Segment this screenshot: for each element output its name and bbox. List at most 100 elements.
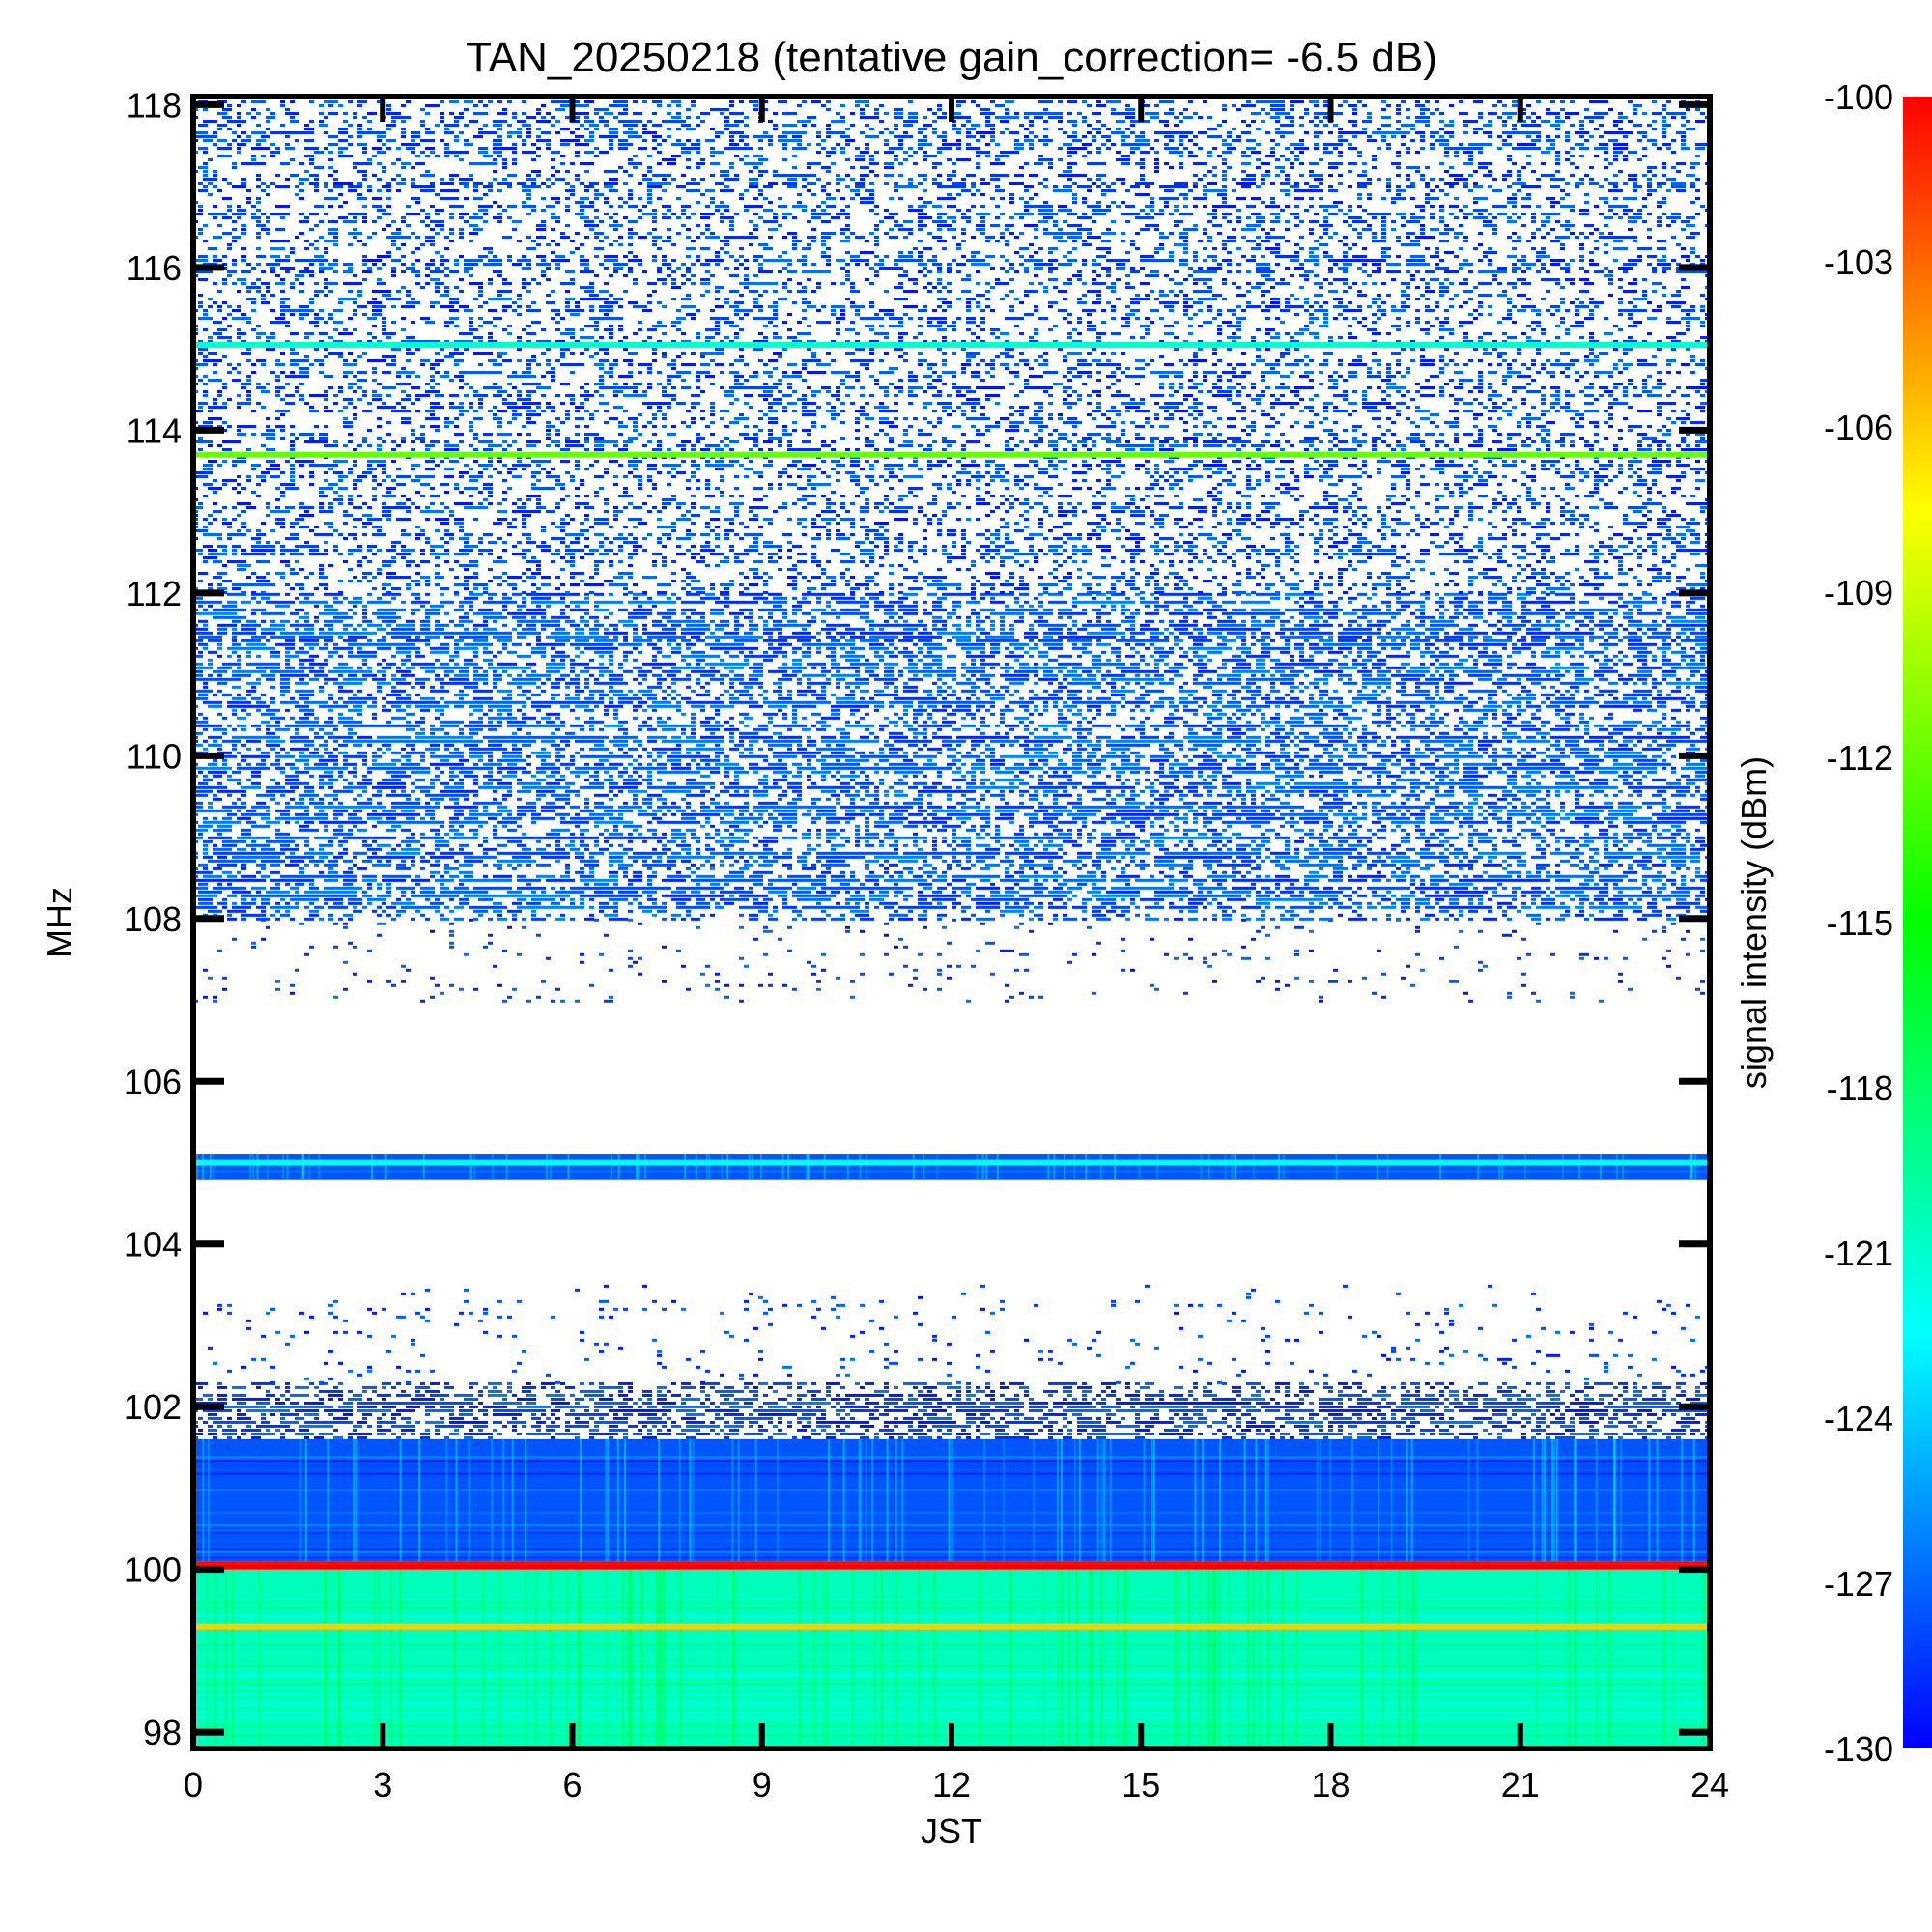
signal-segment: [469, 918, 473, 922]
signal-segment: [671, 1424, 681, 1428]
signal-segment: [1116, 724, 1121, 727]
signal-segment: [1000, 712, 1005, 716]
signal-segment: [1468, 700, 1478, 704]
signal-segment: [1517, 677, 1521, 681]
signal-segment: [1546, 619, 1550, 623]
signal-segment: [792, 646, 802, 650]
signal-segment: [1531, 1361, 1536, 1365]
signal-segment: [507, 712, 512, 716]
signal-segment: [1087, 689, 1092, 693]
signal-segment: [1034, 708, 1038, 712]
signal-segment: [976, 635, 980, 639]
signal-segment: [348, 1369, 353, 1373]
signal-segment: [555, 727, 560, 731]
signal-segment: [362, 608, 367, 611]
signal-segment: [1449, 1401, 1463, 1405]
signal-segment: [869, 642, 884, 646]
signal-segment: [724, 604, 729, 608]
signal-segment: [990, 696, 1005, 700]
signal-segment: [1410, 1357, 1415, 1361]
band-streak: [1187, 1569, 1190, 1748]
signal-segment: [1613, 1397, 1618, 1401]
signal-segment: [720, 1373, 724, 1377]
signal-segment: [1690, 731, 1695, 735]
signal-segment: [1362, 673, 1372, 677]
signal-segment: [758, 608, 787, 611]
signal-segment: [285, 1428, 295, 1432]
signal-segment: [555, 1432, 580, 1435]
signal-segment: [502, 596, 512, 600]
signal-segment: [1000, 673, 1029, 677]
signal-segment: [1502, 720, 1512, 724]
signal-segment: [734, 623, 744, 627]
signal-segment: [671, 623, 681, 627]
signal-segment: [1208, 631, 1222, 635]
signal-segment: [729, 685, 734, 689]
signal-segment: [1179, 646, 1183, 650]
signal-segment: [1270, 685, 1275, 689]
signal-segment: [671, 592, 676, 596]
signal-segment: [570, 724, 584, 727]
signal-segment: [454, 673, 469, 677]
signal-segment: [1531, 712, 1536, 716]
signal-segment: [304, 1435, 309, 1439]
signal-segment: [1401, 685, 1406, 689]
band-streak: [981, 1154, 984, 1179]
signal-segment: [1241, 1369, 1246, 1373]
signal-segment: [1628, 987, 1633, 991]
signal-segment: [1425, 642, 1435, 646]
signal-segment: [565, 1412, 609, 1416]
signal-segment: [507, 720, 526, 724]
signal-segment: [1270, 658, 1280, 662]
signal-segment: [647, 696, 657, 700]
band-streak: [846, 1154, 849, 1179]
signal-segment: [483, 658, 493, 662]
signal-segment: [512, 1424, 517, 1428]
signal-segment: [584, 681, 589, 685]
signal-segment: [1309, 929, 1314, 933]
signal-segment: [1290, 724, 1348, 727]
signal-segment: [1478, 1353, 1483, 1357]
band-streak: [996, 1154, 999, 1179]
signal-segment: [932, 608, 947, 611]
signal-segment: [816, 600, 821, 604]
band-streak: [655, 1569, 658, 1748]
signal-segment: [768, 646, 782, 650]
signal-segment: [328, 654, 333, 658]
band-stripe: [193, 1682, 1710, 1685]
signal-segment: [1628, 619, 1642, 623]
signal-segment: [1637, 731, 1642, 735]
signal-segment: [246, 662, 280, 666]
signal-segment: [1208, 720, 1212, 724]
signal-segment: [348, 1432, 372, 1435]
signal-segment: [483, 669, 488, 673]
signal-segment: [1526, 1334, 1531, 1338]
signal-segment: [299, 716, 309, 720]
signal-segment: [1367, 1373, 1372, 1377]
signal-segment: [1323, 1385, 1333, 1389]
signal-segment: [401, 658, 411, 662]
signal-segment: [536, 720, 541, 724]
signal-segment: [918, 700, 995, 704]
signal-segment: [710, 677, 724, 681]
signal-segment: [1410, 646, 1420, 650]
signal-segment: [464, 685, 478, 689]
signal-segment: [1208, 611, 1212, 615]
signal-segment: [1565, 611, 1594, 615]
signal-segment: [1299, 1397, 1304, 1401]
signal-segment: [1531, 639, 1546, 642]
signal-segment: [353, 704, 362, 708]
signal-segment: [406, 743, 415, 747]
signal-segment: [285, 662, 290, 666]
signal-segment: [980, 1401, 1024, 1405]
signal-segment: [1174, 1311, 1179, 1315]
signal-segment: [333, 1315, 338, 1319]
signal-segment: [1179, 619, 1188, 623]
signal-segment: [1381, 739, 1386, 743]
signal-segment: [1232, 689, 1241, 693]
signal-segment: [270, 685, 275, 689]
signal-segment: [947, 1373, 952, 1377]
signal-segment: [782, 716, 787, 720]
signal-segment: [343, 960, 348, 964]
signal-segment: [382, 619, 396, 623]
